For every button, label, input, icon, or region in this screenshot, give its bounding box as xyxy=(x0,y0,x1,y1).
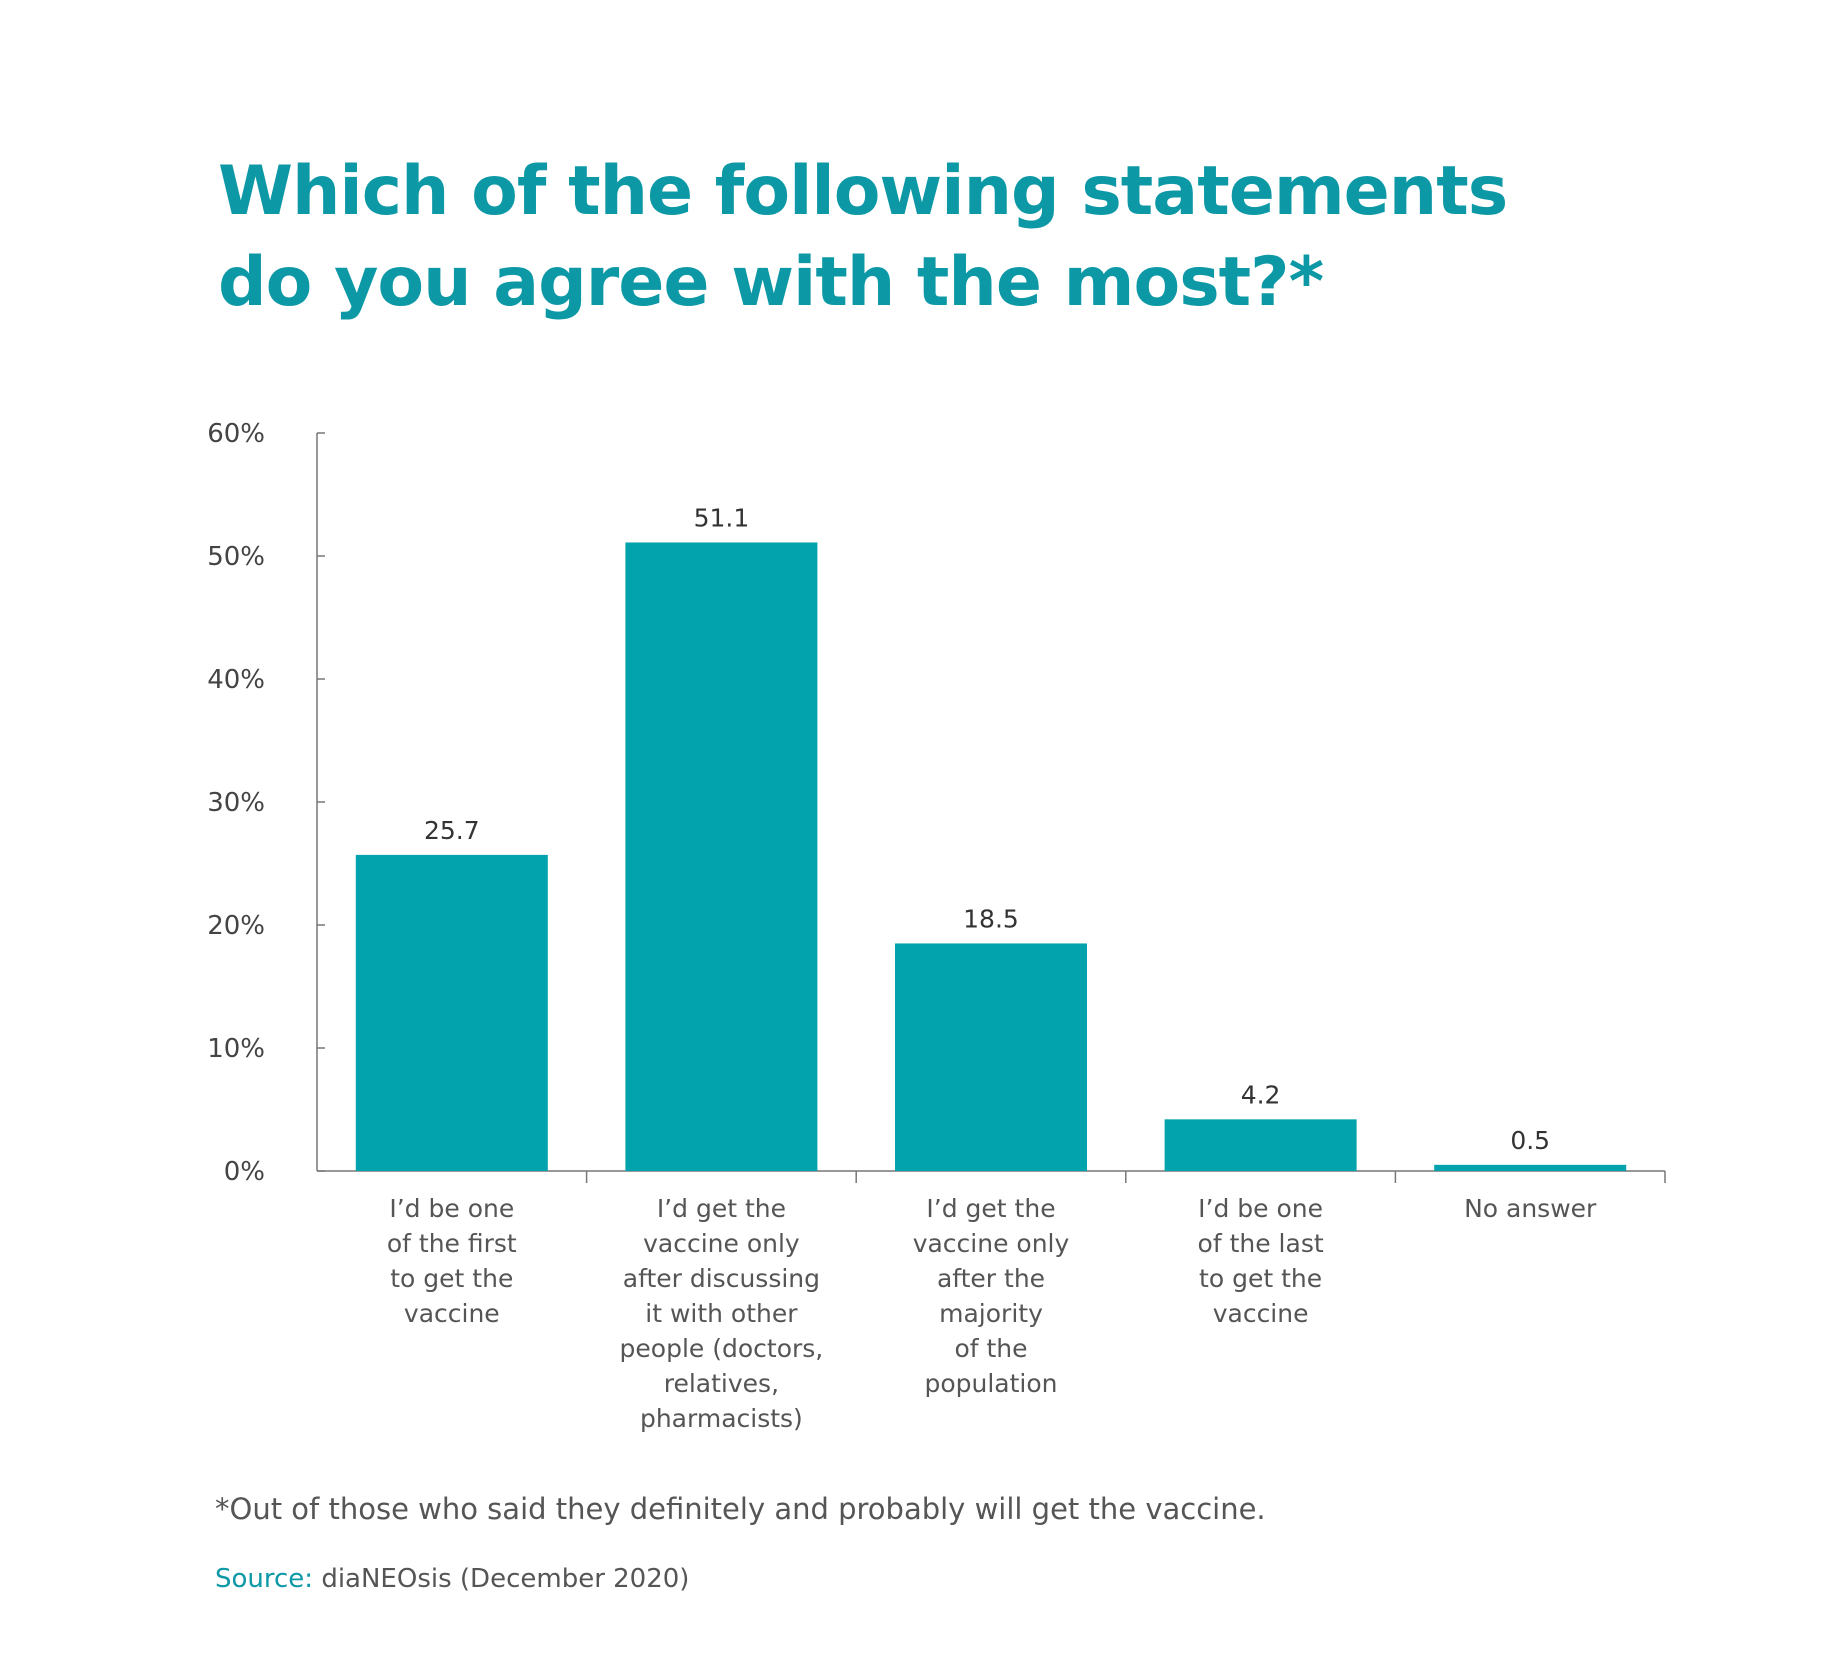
y-tick-label: 20% xyxy=(207,911,265,941)
y-axis: 0% 10% 20% 30% 40% 50% 60% xyxy=(207,419,325,1187)
value-label: 18.5 xyxy=(963,904,1019,933)
category-label-line: to get the xyxy=(1199,1264,1322,1293)
category-label-line: vaccine only xyxy=(643,1229,800,1258)
category-label: I’d be one of the last to get the vaccine xyxy=(1198,1194,1324,1328)
y-tick-label: 60% xyxy=(207,419,265,449)
value-labels: 25.7 51.1 18.5 4.2 0.5 xyxy=(424,503,1550,1154)
chart-title: Which of the following statements do you… xyxy=(218,146,1718,328)
category-label-line: of the first xyxy=(387,1229,517,1258)
category-label-line: it with other xyxy=(645,1299,798,1328)
source-text: diaNEOsis (December 2020) xyxy=(313,1564,690,1594)
category-label-line: I’d get the xyxy=(657,1194,786,1223)
category-label-line: I’d get the xyxy=(926,1194,1055,1223)
chart-title-line-1: Which of the following statements xyxy=(218,152,1508,231)
category-label-line: majority xyxy=(939,1299,1043,1328)
category-label-line: people (doctors, xyxy=(620,1334,824,1363)
source-line: Source: diaNEOsis (December 2020) xyxy=(215,1563,689,1595)
y-tick-label: 30% xyxy=(207,788,265,818)
value-label: 51.1 xyxy=(694,503,750,532)
y-tick-label: 50% xyxy=(207,542,265,572)
category-label-line: pharmacists) xyxy=(640,1404,803,1433)
bar xyxy=(1434,1164,1627,1171)
bar xyxy=(355,854,548,1171)
category-label-line: I’d be one xyxy=(389,1194,514,1223)
category-label: I’d get the vaccine only after the majority… xyxy=(913,1194,1070,1398)
category-label-line: after the xyxy=(937,1264,1045,1293)
x-axis xyxy=(317,1170,1666,1183)
bars xyxy=(355,542,1627,1171)
y-tick-label: 40% xyxy=(207,665,265,695)
category-label-line: vaccine xyxy=(404,1299,500,1328)
category-labels: I’d be one of the first to get the vaccineI… xyxy=(387,1194,1597,1433)
y-tick-label: 0% xyxy=(224,1157,265,1187)
value-label: 4.2 xyxy=(1241,1080,1281,1109)
bar xyxy=(1164,1119,1357,1171)
category-label-line: population xyxy=(924,1369,1057,1398)
category-label-line: to get the xyxy=(390,1264,513,1293)
footnote: *Out of those who said they definitely a… xyxy=(215,1492,1266,1526)
category-label: No answer xyxy=(1464,1194,1597,1223)
source-label: Source: xyxy=(215,1564,314,1594)
value-label: 25.7 xyxy=(424,816,480,845)
bar xyxy=(625,542,818,1171)
category-label-line: of the last xyxy=(1198,1229,1324,1258)
category-label-line: relatives, xyxy=(664,1369,779,1398)
category-label-line: vaccine only xyxy=(913,1229,1070,1258)
y-tick-label: 10% xyxy=(207,1034,265,1064)
category-label: I’d be one of the first to get the vaccine xyxy=(387,1194,517,1328)
value-label: 0.5 xyxy=(1510,1126,1550,1155)
category-label: I’d get the vaccine only after discussing i… xyxy=(620,1194,824,1433)
category-label-line: No answer xyxy=(1464,1194,1597,1223)
chart-title-line-2: do you agree with the most?* xyxy=(218,243,1324,322)
bar xyxy=(895,943,1087,1171)
category-label-line: I’d be one xyxy=(1198,1194,1323,1223)
category-label-line: vaccine xyxy=(1213,1299,1309,1328)
category-label-line: of the xyxy=(954,1334,1027,1363)
category-label-line: after discussing xyxy=(623,1264,820,1293)
